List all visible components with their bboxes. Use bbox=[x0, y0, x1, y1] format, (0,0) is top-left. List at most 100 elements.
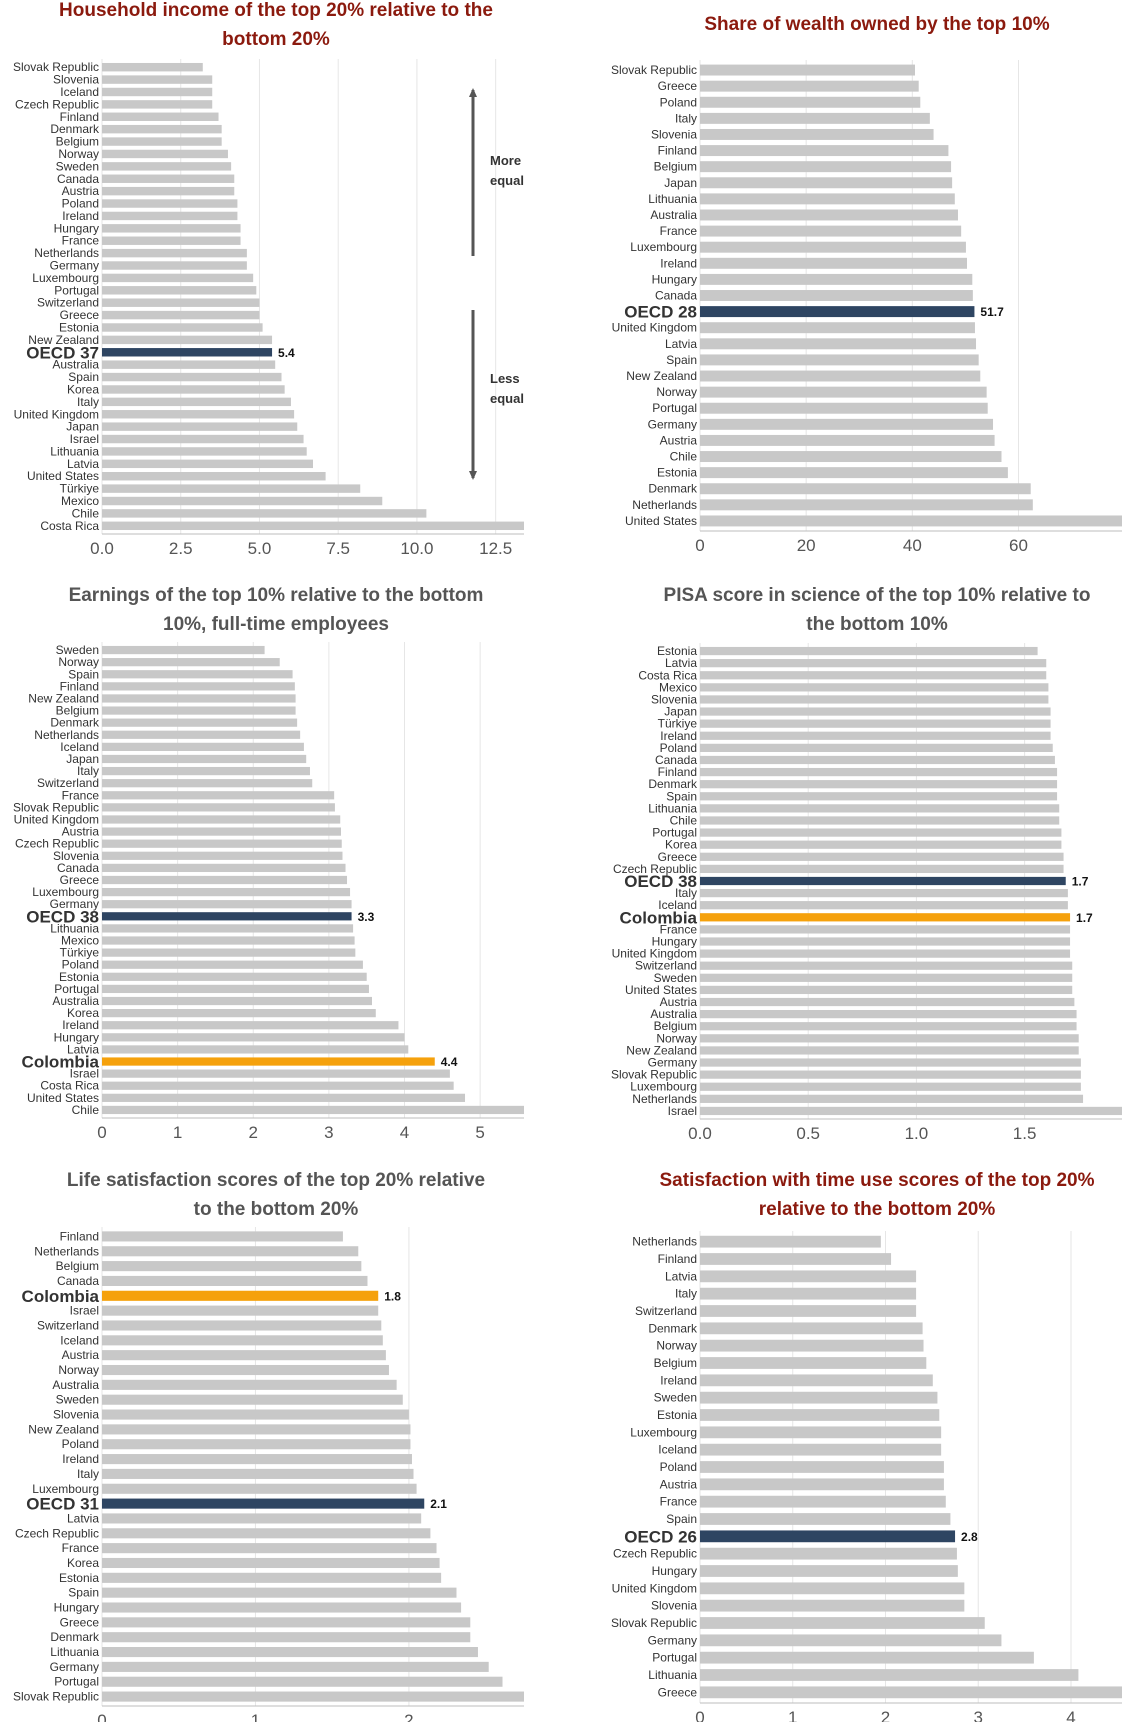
category-label: United States bbox=[27, 1091, 99, 1105]
category-label: France bbox=[660, 224, 698, 238]
category-label: Sweden bbox=[654, 971, 697, 985]
category-label: United States bbox=[625, 514, 697, 528]
category-label: Korea bbox=[67, 1006, 99, 1020]
bar bbox=[700, 273, 973, 285]
category-label: Latvia bbox=[665, 337, 697, 351]
category-label: Ireland bbox=[660, 729, 697, 743]
bar bbox=[102, 124, 222, 134]
category-label: Denmark bbox=[50, 716, 100, 730]
bar bbox=[102, 960, 363, 969]
category-label: Estonia bbox=[657, 466, 697, 480]
chart-title: the bottom 10% bbox=[806, 614, 948, 635]
bar bbox=[700, 1010, 1077, 1019]
bar-highlight-colombia bbox=[700, 913, 1071, 922]
category-label: Lithuania bbox=[648, 801, 697, 815]
category-label: OECD 38 bbox=[624, 872, 697, 891]
category-label: Slovak Republic bbox=[611, 1068, 697, 1082]
bar bbox=[700, 840, 1062, 849]
bar bbox=[102, 718, 298, 727]
bar bbox=[700, 434, 995, 446]
chart-title: Earnings of the top 10% relative to the … bbox=[69, 585, 484, 606]
category-label: United Kingdom bbox=[612, 321, 697, 335]
arrow-head-icon bbox=[469, 471, 477, 480]
bar bbox=[102, 496, 383, 506]
bar bbox=[700, 1599, 965, 1612]
bar bbox=[700, 1461, 944, 1473]
bar bbox=[102, 1513, 422, 1524]
bar bbox=[102, 199, 238, 208]
category-label: Estonia bbox=[59, 970, 99, 984]
category-label: Norway bbox=[656, 1031, 697, 1045]
category-label: Switzerland bbox=[37, 1318, 99, 1332]
category-label: Spain bbox=[68, 1586, 99, 1600]
category-label: Luxembourg bbox=[32, 271, 99, 285]
bar bbox=[102, 948, 356, 957]
category-label: Sweden bbox=[56, 159, 99, 173]
bar bbox=[102, 1069, 450, 1078]
bar bbox=[700, 193, 955, 205]
bar bbox=[700, 1634, 1002, 1647]
category-label: Türkiye bbox=[60, 482, 100, 496]
category-label: Israel bbox=[70, 1067, 99, 1081]
category-label: France bbox=[62, 234, 100, 248]
bar bbox=[102, 1320, 382, 1331]
category-label: Hungary bbox=[54, 1030, 99, 1044]
bar bbox=[700, 1495, 946, 1508]
bar bbox=[700, 1070, 1081, 1079]
category-label: Ireland bbox=[660, 1373, 697, 1387]
category-label: Estonia bbox=[657, 1408, 697, 1422]
category-label: Japan bbox=[66, 420, 99, 434]
bar bbox=[700, 1322, 923, 1335]
category-label: Slovak Republic bbox=[611, 1616, 697, 1630]
chart-title: Share of wealth owned by the top 10% bbox=[704, 14, 1049, 35]
category-label: Slovak Republic bbox=[13, 1690, 99, 1704]
category-label: Norway bbox=[58, 655, 99, 669]
category-label: Germany bbox=[50, 1660, 99, 1674]
bar bbox=[700, 961, 1073, 970]
category-label: New Zealand bbox=[28, 333, 99, 347]
category-label: Slovenia bbox=[651, 127, 697, 141]
category-label: Chile bbox=[72, 506, 100, 520]
bar bbox=[102, 298, 260, 307]
bar bbox=[102, 1093, 466, 1102]
category-label: France bbox=[660, 922, 698, 936]
bar bbox=[102, 1275, 368, 1286]
category-label: Lithuania bbox=[50, 921, 99, 935]
bar bbox=[102, 972, 367, 981]
category-label: Portugal bbox=[652, 1651, 697, 1665]
category-label: Japan bbox=[664, 705, 697, 719]
category-label: Estonia bbox=[59, 320, 99, 334]
bar bbox=[700, 499, 1033, 511]
category-label: Poland bbox=[62, 197, 99, 211]
bar-highlight-oecd bbox=[700, 306, 975, 318]
bar bbox=[700, 925, 1071, 934]
bar bbox=[700, 1270, 917, 1283]
category-label: United Kingdom bbox=[14, 812, 99, 826]
category-label: Costa Rica bbox=[638, 668, 697, 682]
bar bbox=[700, 177, 953, 189]
category-label: Iceland bbox=[60, 1333, 99, 1347]
category-label: Norway bbox=[656, 385, 697, 399]
bar bbox=[102, 484, 361, 493]
category-label: Latvia bbox=[67, 1511, 99, 1525]
bar bbox=[102, 1305, 379, 1316]
category-label: Spain bbox=[666, 1512, 697, 1526]
bar bbox=[102, 1587, 457, 1598]
bar bbox=[102, 706, 296, 715]
category-label: Greece bbox=[658, 79, 698, 93]
bar bbox=[700, 1357, 927, 1369]
bar bbox=[102, 310, 260, 320]
bar bbox=[102, 472, 326, 481]
category-label: Türkiye bbox=[658, 717, 698, 731]
category-label: Australia bbox=[52, 1378, 99, 1392]
bar-highlight-oecd bbox=[102, 912, 352, 921]
category-label: Lithuania bbox=[50, 1645, 99, 1659]
bar bbox=[700, 792, 1058, 801]
bar bbox=[700, 1651, 1034, 1664]
category-label: Iceland bbox=[658, 1443, 697, 1457]
bar bbox=[700, 1082, 1081, 1091]
category-label: Poland bbox=[660, 741, 697, 755]
category-label: Ireland bbox=[62, 1018, 99, 1032]
